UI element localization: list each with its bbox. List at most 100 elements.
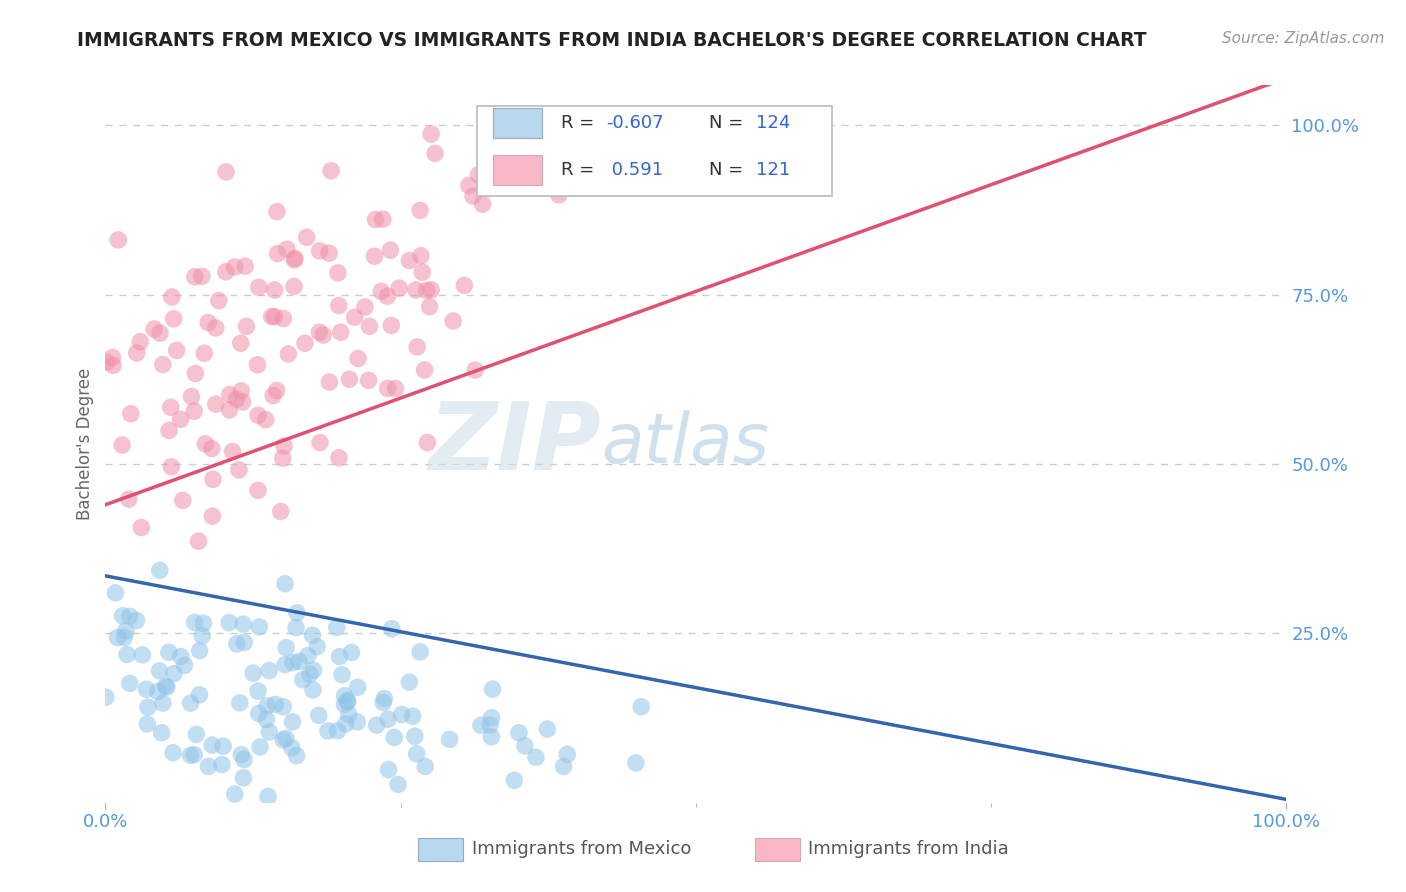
Point: [166, 343, 188, 358]
Point: [318, 246, 340, 260]
Point: [288, 655, 311, 669]
Point: [131, 648, 153, 662]
Point: [326, 266, 349, 280]
Text: 0.591: 0.591: [606, 161, 664, 179]
Point: [420, 127, 443, 141]
Point: [382, 731, 405, 745]
Point: [263, 310, 285, 324]
Point: [257, 789, 280, 804]
Point: [371, 212, 394, 227]
Point: [274, 657, 297, 672]
Point: [114, 624, 136, 638]
Point: [470, 718, 492, 732]
Point: [160, 459, 183, 474]
Point: [409, 645, 432, 659]
Point: [247, 706, 270, 721]
Y-axis label: Bachelor's Degree: Bachelor's Degree: [76, 368, 94, 520]
Point: [301, 628, 323, 642]
Point: [191, 629, 214, 643]
Text: -0.607: -0.607: [606, 113, 664, 132]
Point: [183, 615, 205, 630]
Point: [111, 608, 134, 623]
Point: [416, 435, 439, 450]
Point: [204, 397, 226, 411]
Point: [336, 693, 359, 707]
Point: [208, 293, 231, 308]
Point: [257, 664, 280, 678]
Point: [271, 451, 294, 466]
Text: Immigrants from India: Immigrants from India: [808, 840, 1010, 858]
Point: [307, 640, 329, 654]
Point: [388, 281, 411, 295]
Point: [180, 390, 202, 404]
Point: [266, 384, 288, 398]
Point: [149, 563, 172, 577]
Point: [118, 676, 141, 690]
Point: [481, 682, 503, 697]
Point: [157, 424, 180, 438]
Point: [191, 269, 214, 284]
Point: [101, 351, 124, 365]
Point: [183, 747, 205, 762]
Text: N =: N =: [709, 113, 749, 132]
Text: 121: 121: [756, 161, 790, 179]
Point: [101, 359, 124, 373]
Point: [129, 334, 152, 349]
Point: [381, 622, 404, 636]
Point: [423, 146, 446, 161]
Text: N =: N =: [709, 161, 749, 179]
Point: [329, 649, 352, 664]
Point: [233, 753, 256, 767]
Point: [297, 648, 319, 663]
Point: [354, 300, 377, 314]
Point: [326, 723, 349, 738]
Point: [295, 230, 318, 244]
Point: [406, 340, 429, 354]
Point: [346, 680, 368, 694]
Text: Source: ZipAtlas.com: Source: ZipAtlas.com: [1222, 31, 1385, 46]
Point: [316, 723, 339, 738]
Point: [114, 631, 136, 645]
Point: [266, 246, 288, 260]
Point: [136, 700, 159, 714]
Point: [232, 395, 254, 409]
Point: [150, 725, 173, 739]
Point: [333, 698, 356, 712]
Point: [273, 439, 295, 453]
Point: [404, 729, 426, 743]
Point: [211, 757, 233, 772]
Text: R =: R =: [561, 113, 600, 132]
Point: [193, 616, 215, 631]
Point: [347, 351, 370, 366]
Point: [413, 363, 436, 377]
Point: [274, 640, 297, 655]
Point: [405, 283, 427, 297]
FancyBboxPatch shape: [755, 838, 800, 861]
Point: [146, 684, 169, 698]
Point: [162, 746, 184, 760]
Point: [276, 242, 298, 256]
Point: [419, 300, 441, 314]
Point: [281, 740, 304, 755]
Point: [247, 620, 270, 634]
Point: [259, 725, 281, 739]
Point: [170, 649, 193, 664]
Point: [384, 382, 406, 396]
Point: [194, 437, 217, 451]
Point: [201, 738, 224, 752]
Point: [201, 442, 224, 456]
Point: [271, 699, 294, 714]
Point: [325, 621, 347, 635]
Point: [373, 691, 395, 706]
Point: [308, 325, 330, 339]
Point: [335, 717, 357, 731]
Point: [157, 645, 180, 659]
Point: [309, 435, 332, 450]
FancyBboxPatch shape: [419, 838, 464, 861]
Point: [281, 714, 304, 729]
Point: [409, 249, 432, 263]
Point: [330, 668, 353, 682]
Point: [284, 252, 307, 266]
Point: [233, 635, 256, 649]
Point: [318, 375, 340, 389]
